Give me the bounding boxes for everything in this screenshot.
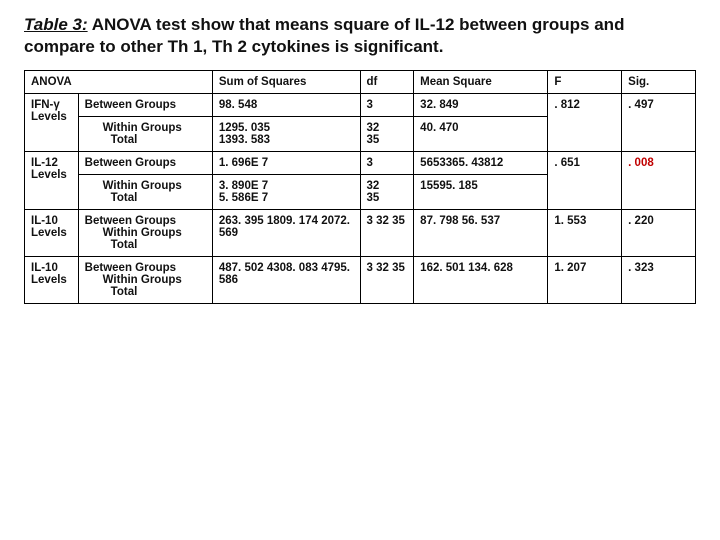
header-df: df bbox=[360, 71, 414, 94]
f-cell: 1. 207 bbox=[548, 257, 622, 304]
table-row: IL-10 Levels Between Groups Within Group… bbox=[25, 257, 696, 304]
source-cell: Between Groups bbox=[78, 152, 212, 175]
caption-rest: ANOVA test show that means square of IL-… bbox=[24, 15, 624, 56]
ss-cell: 487. 502 4308. 083 4795. 586 bbox=[212, 257, 360, 304]
df-cell: 32 35 bbox=[360, 117, 414, 152]
df-cell: 32 35 bbox=[360, 175, 414, 210]
f-cell: 1. 553 bbox=[548, 210, 622, 257]
ms-cell: 5653365. 43812 bbox=[414, 152, 548, 175]
source-cell: Within Groups Total bbox=[78, 175, 212, 210]
header-anova: ANOVA bbox=[25, 71, 213, 94]
ms-cell: 32. 849 bbox=[414, 94, 548, 117]
source-cell: Between Groups Within Groups Total bbox=[78, 257, 212, 304]
group-name: IL-10 Levels bbox=[25, 257, 79, 304]
ms-cell: 162. 501 134. 628 bbox=[414, 257, 548, 304]
df-cell: 3 bbox=[360, 152, 414, 175]
table-row: IL-10 Levels Between Groups Within Group… bbox=[25, 210, 696, 257]
table-row: IL-12 Levels Between Groups 1. 696E 7 3 … bbox=[25, 152, 696, 175]
group-name: IL-12 Levels bbox=[25, 152, 79, 210]
sig-cell: . 323 bbox=[622, 257, 696, 304]
group-name: IFN-γ Levels bbox=[25, 94, 79, 152]
table-caption: Table 3: ANOVA test show that means squa… bbox=[24, 14, 696, 58]
f-cell: . 651 bbox=[548, 152, 622, 210]
caption-lead: Table 3: bbox=[24, 15, 88, 34]
header-f: F bbox=[548, 71, 622, 94]
anova-table: ANOVA Sum of Squares df Mean Square F Si… bbox=[24, 70, 696, 304]
table-row: IFN-γ Levels Between Groups 98. 548 3 32… bbox=[25, 94, 696, 117]
header-ms: Mean Square bbox=[414, 71, 548, 94]
sig-cell: . 497 bbox=[622, 94, 696, 152]
ms-cell: 40. 470 bbox=[414, 117, 548, 152]
df-cell: 3 32 35 bbox=[360, 257, 414, 304]
ss-cell: 3. 890E 7 5. 586E 7 bbox=[212, 175, 360, 210]
ss-cell: 263. 395 1809. 174 2072. 569 bbox=[212, 210, 360, 257]
ms-cell: 87. 798 56. 537 bbox=[414, 210, 548, 257]
ss-cell: 1295. 035 1393. 583 bbox=[212, 117, 360, 152]
source-cell: Between Groups Within Groups Total bbox=[78, 210, 212, 257]
source-cell: Between Groups bbox=[78, 94, 212, 117]
sig-cell: . 008 bbox=[622, 152, 696, 210]
f-cell: . 812 bbox=[548, 94, 622, 152]
df-cell: 3 32 35 bbox=[360, 210, 414, 257]
header-sig: Sig. bbox=[622, 71, 696, 94]
ms-cell: 15595. 185 bbox=[414, 175, 548, 210]
df-cell: 3 bbox=[360, 94, 414, 117]
ss-cell: 98. 548 bbox=[212, 94, 360, 117]
ss-cell: 1. 696E 7 bbox=[212, 152, 360, 175]
header-ss: Sum of Squares bbox=[212, 71, 360, 94]
group-name: IL-10 Levels bbox=[25, 210, 79, 257]
source-cell: Within Groups Total bbox=[78, 117, 212, 152]
sig-cell: . 220 bbox=[622, 210, 696, 257]
table-header-row: ANOVA Sum of Squares df Mean Square F Si… bbox=[25, 71, 696, 94]
